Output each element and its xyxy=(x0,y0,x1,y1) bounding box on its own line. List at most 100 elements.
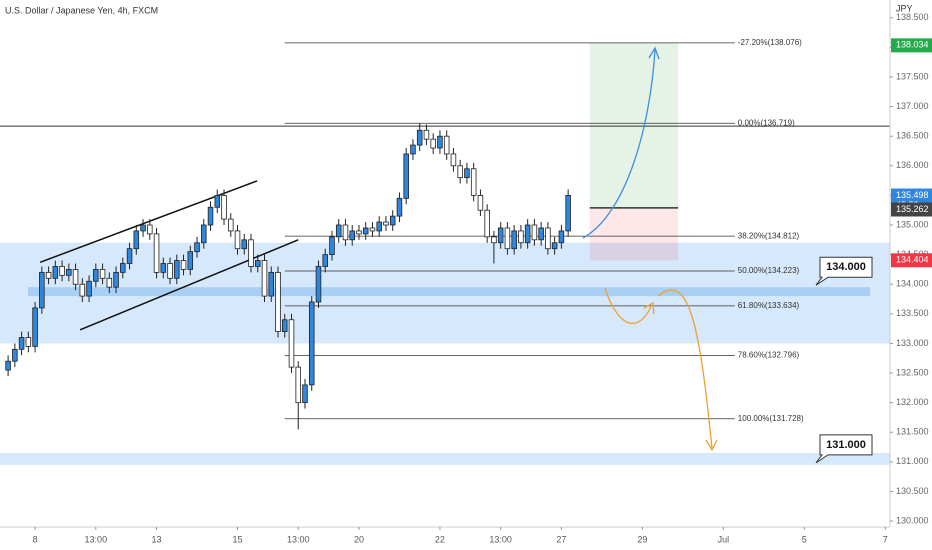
price-label-box xyxy=(891,202,932,217)
candle-body xyxy=(464,168,470,179)
x-tick-label: 7 xyxy=(883,534,888,544)
channel-line xyxy=(39,180,258,264)
y-tick-label: 137.500 xyxy=(896,71,929,81)
candle-body xyxy=(551,242,558,250)
candle-body xyxy=(268,271,275,297)
x-tick-label: 29 xyxy=(637,534,647,544)
y-tick-label: 136.500 xyxy=(896,131,929,141)
candle-body xyxy=(349,230,355,241)
candle-body xyxy=(133,230,140,250)
candle-body xyxy=(180,260,187,270)
candle-body xyxy=(524,224,531,244)
candle-body xyxy=(45,271,52,279)
stop-zone xyxy=(589,207,679,261)
candle-body xyxy=(147,224,153,235)
arrow-down xyxy=(657,289,713,449)
price-label-box xyxy=(891,38,932,53)
arrow-head xyxy=(648,46,660,60)
candle-body xyxy=(302,384,308,404)
candle-body xyxy=(484,209,490,238)
candle-body xyxy=(234,230,241,250)
y-tick-label: 131.500 xyxy=(896,427,929,437)
zone xyxy=(0,452,890,465)
target-zone xyxy=(589,42,679,208)
fib-label: 0.00%(136.719) xyxy=(738,118,795,127)
candle-body xyxy=(342,224,349,241)
projection-arrows xyxy=(582,46,718,452)
price-label: 135.498 xyxy=(896,190,929,200)
candle-body xyxy=(52,266,59,279)
candle-body xyxy=(356,230,362,235)
candle-body xyxy=(79,283,86,297)
candle-body xyxy=(383,221,389,226)
arrow-head xyxy=(705,439,718,452)
callout-box xyxy=(815,256,873,286)
candle-body xyxy=(403,153,409,199)
candle-body xyxy=(140,224,146,232)
candle-body xyxy=(93,269,99,282)
candle-body xyxy=(497,227,504,244)
candle-body xyxy=(86,280,92,297)
fib-label: 38.20%(134.812) xyxy=(738,231,800,240)
x-tick-label: 13:00 xyxy=(489,534,512,544)
candle-body xyxy=(511,230,517,250)
candle-body xyxy=(261,260,268,297)
candle-body xyxy=(25,337,32,347)
candle-body xyxy=(430,138,436,149)
x-tick-label: 15 xyxy=(233,534,243,544)
callout-label: 134.000 xyxy=(826,261,866,273)
candle-body xyxy=(565,195,571,232)
candle-body xyxy=(322,254,328,267)
y-tick-label: 138.500 xyxy=(896,12,929,22)
candle-body xyxy=(187,251,194,270)
x-tick-label: 13 xyxy=(152,534,162,544)
x-tick-label: Jul xyxy=(718,534,730,544)
y-tick-label: 130.500 xyxy=(896,486,929,496)
candle-body xyxy=(113,271,119,288)
y-tick-label: 131.000 xyxy=(896,456,929,466)
candle-body xyxy=(241,239,248,250)
fib-label: 100.00%(131.728) xyxy=(738,414,804,423)
fib-label: 78.60%(132.796) xyxy=(738,351,800,360)
candle-body xyxy=(59,266,65,276)
candle-body xyxy=(362,227,369,235)
candle-body xyxy=(288,319,295,368)
candle-body xyxy=(531,224,538,241)
candle-body xyxy=(174,260,180,279)
candle-body xyxy=(504,227,511,250)
plot: -27.20%(138.076) 0.00%(136.719) 38.20%(134… xyxy=(0,38,890,465)
candle-body xyxy=(248,239,254,267)
candle-body xyxy=(5,360,11,371)
candle-body xyxy=(308,301,315,386)
x-tick-label: 20 xyxy=(354,534,364,544)
candle-body xyxy=(18,337,25,350)
candle-body xyxy=(160,263,167,273)
candle-body xyxy=(416,129,423,146)
candle-body xyxy=(538,227,544,241)
candle-body xyxy=(518,230,524,244)
candle-body xyxy=(423,129,430,140)
callout-label: 131.000 xyxy=(826,439,866,451)
candle-body xyxy=(167,263,173,279)
candle-body xyxy=(315,266,322,303)
y-tick-label: 132.000 xyxy=(896,397,929,407)
y-tick-label: 133.500 xyxy=(896,308,929,318)
fib-label: 61.80%(133.634) xyxy=(738,301,800,310)
candle-body xyxy=(376,221,382,232)
candle-body xyxy=(389,215,396,226)
candle-body xyxy=(99,269,106,279)
zone xyxy=(28,287,870,297)
candle-body xyxy=(329,236,335,256)
candle-body xyxy=(545,227,551,250)
candle-body xyxy=(437,135,443,149)
candle-body xyxy=(194,242,200,253)
price-label: 135.262 xyxy=(896,204,929,214)
callout-box xyxy=(815,434,873,464)
candle-body xyxy=(281,319,288,332)
candle-body xyxy=(457,165,463,179)
x-tick-label: 8 xyxy=(33,534,38,544)
candle-body xyxy=(254,260,261,267)
x-tick-label: 22 xyxy=(435,534,445,544)
y-tick-label: 134.000 xyxy=(896,279,929,289)
candle-body xyxy=(214,195,221,208)
